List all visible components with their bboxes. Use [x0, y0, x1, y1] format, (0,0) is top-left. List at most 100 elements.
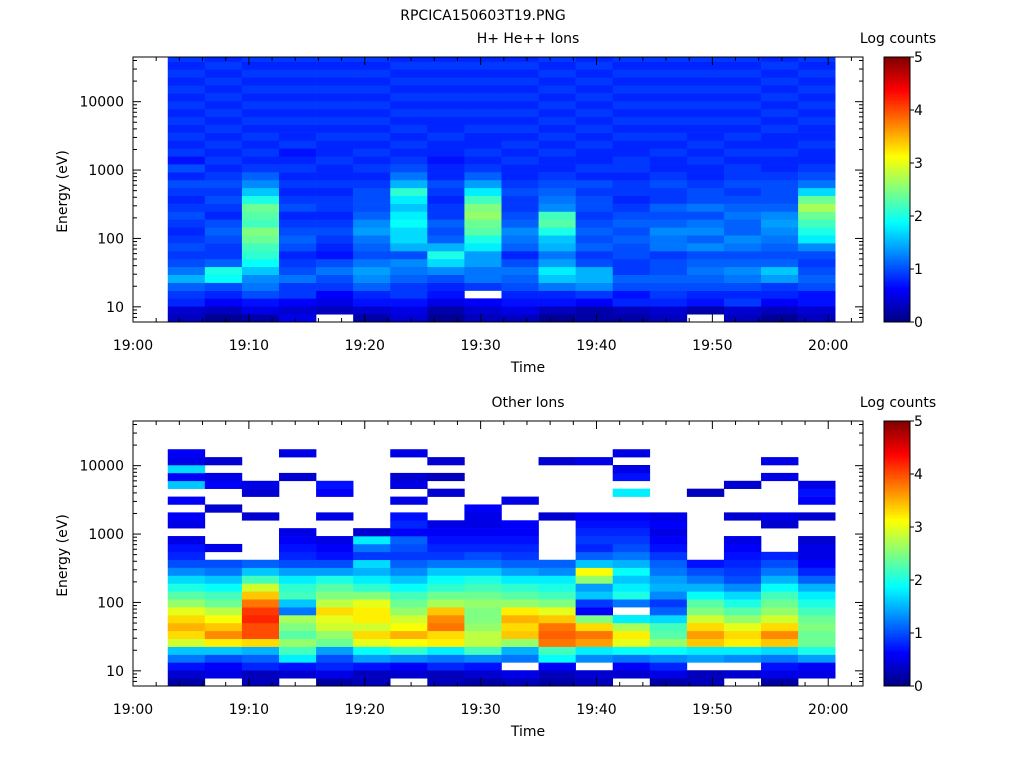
heatmap-cell [723, 132, 762, 141]
heatmap-cell [427, 488, 465, 497]
heatmap-cell [538, 638, 576, 647]
colorbar-tick-label: 2 [914, 573, 923, 589]
heatmap-cell [353, 591, 391, 600]
heatmap-cell [464, 298, 502, 307]
heatmap-cell [501, 282, 539, 291]
heatmap-cell [390, 567, 428, 576]
colorbar-segment [884, 485, 910, 488]
heatmap-cell [761, 132, 799, 141]
heatmap-cell [649, 607, 688, 616]
x-axis-label: Time [510, 724, 545, 740]
heatmap-cell [390, 93, 428, 102]
heatmap-cell [649, 638, 688, 647]
heatmap-cell [464, 243, 502, 252]
heatmap-cell [279, 551, 317, 561]
colorbar-segment [884, 319, 910, 323]
heatmap-cell [390, 211, 428, 220]
heatmap-cell [353, 93, 391, 102]
heatmap-cell [390, 543, 428, 553]
heatmap-cell [316, 670, 354, 679]
colorbar-segment [884, 112, 910, 115]
heatmap-cell [575, 164, 614, 173]
heatmap-cell [390, 599, 428, 608]
colorbar-tick-label: 5 [914, 414, 923, 430]
heatmap-cell [204, 290, 243, 299]
heatmap-cell [353, 77, 391, 86]
x-tick-label: 19:10 [229, 338, 269, 354]
heatmap-cell [686, 93, 725, 102]
heatmap-cell [612, 164, 651, 173]
heatmap-cell [575, 670, 614, 679]
colorbar-segment [884, 167, 910, 171]
heatmap-cell [390, 630, 428, 639]
heatmap-cell [501, 496, 539, 505]
heatmap-cell [538, 156, 576, 165]
heatmap-cell [464, 622, 502, 632]
colorbar-segment [884, 121, 910, 124]
heatmap-cell [575, 536, 614, 545]
heatmap-cell [649, 615, 688, 624]
heatmap-cell [798, 85, 836, 94]
heatmap-cell [241, 140, 280, 149]
heatmap-cell [612, 583, 651, 592]
colorbar-segment [884, 584, 910, 588]
heatmap-cell [427, 599, 465, 608]
heatmap-cell [761, 124, 799, 133]
heatmap-cell [761, 187, 799, 197]
colorbar-segment [884, 94, 910, 98]
heatmap-cell [316, 607, 354, 616]
heatmap-cell [167, 140, 206, 149]
heatmap-cell [538, 607, 576, 616]
heatmap-cell [538, 457, 576, 466]
heatmap-cell [612, 536, 651, 545]
heatmap-cell [167, 132, 206, 141]
heatmap-cell [390, 172, 428, 181]
x-tick-label: 20:00 [808, 338, 848, 354]
heatmap-cell [612, 488, 651, 497]
heatmap-cell [686, 61, 725, 70]
heatmap-cell [353, 243, 391, 252]
heatmap-cell [649, 543, 688, 553]
colorbar-segment [884, 507, 910, 510]
heatmap-cell [575, 654, 614, 663]
y-axis-label: Energy (eV) [55, 514, 71, 597]
x-tick-label: 19:00 [113, 702, 153, 718]
heatmap-cell [798, 195, 836, 204]
heatmap-cell [723, 290, 762, 299]
colorbar-segment [884, 96, 910, 100]
heatmap-cell [167, 646, 206, 655]
heatmap-cell [241, 670, 280, 679]
heatmap-cell [316, 187, 354, 197]
heatmap-cell [316, 101, 354, 110]
heatmap-cell [649, 195, 688, 204]
colorbar-segment [884, 447, 910, 451]
colorbar-segment [884, 224, 910, 228]
heatmap-cell [538, 211, 576, 220]
heatmap-cell [686, 575, 725, 584]
colorbar-segment [884, 76, 910, 80]
heatmap-cell [390, 116, 428, 125]
colorbar-tick-label: 4 [914, 467, 923, 483]
heatmap-cell [464, 132, 502, 141]
colorbar-segment [884, 101, 910, 104]
heatmap-cell [649, 290, 688, 299]
heatmap-cell [427, 116, 465, 125]
heatmap-cell [649, 520, 688, 529]
colorbar-segment [884, 648, 910, 652]
heatmap-cell [241, 251, 280, 260]
colorbar-segment [884, 297, 910, 301]
heatmap-cell [612, 69, 651, 78]
heatmap-cell [649, 164, 688, 173]
heatmap-cell [167, 607, 206, 616]
heatmap-cell [353, 172, 391, 181]
heatmap-cell [279, 449, 317, 458]
heatmap-cell [723, 211, 762, 220]
heatmap-cell [167, 662, 206, 671]
heatmap-cell [649, 662, 688, 671]
heatmap-cell [575, 575, 614, 584]
colorbar-segment [884, 198, 910, 201]
heatmap-cell [575, 591, 614, 600]
heatmap-cell [761, 227, 799, 236]
heatmap-cell [575, 512, 614, 521]
heatmap-cell [167, 235, 206, 244]
